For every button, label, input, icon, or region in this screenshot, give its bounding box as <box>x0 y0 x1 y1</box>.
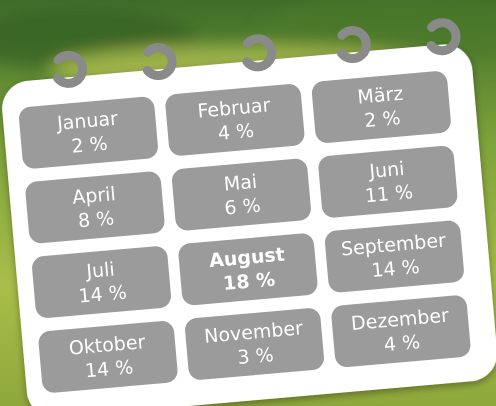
month-cell <box>331 295 471 368</box>
month-cell <box>19 96 158 169</box>
month-value: 4 % <box>383 331 421 356</box>
month-value: 14 % <box>78 282 128 308</box>
month-name: April <box>71 183 116 209</box>
month-cell <box>185 308 324 380</box>
month-value: 18 % <box>222 269 276 295</box>
month-value: 14 % <box>371 256 421 282</box>
month-cell <box>172 158 311 231</box>
month-cell <box>318 145 458 218</box>
month-cell <box>165 84 305 156</box>
month-cell <box>311 71 451 143</box>
ring <box>142 43 177 80</box>
month-name: Juni <box>368 158 406 183</box>
month-value: 8 % <box>77 207 115 232</box>
month-cell <box>38 321 178 393</box>
month-value: 3 % <box>237 344 275 369</box>
month-name: Mai <box>223 171 258 196</box>
month-name: Juli <box>85 258 116 282</box>
month-value: 2 % <box>363 107 401 132</box>
ring <box>242 34 277 72</box>
ring <box>53 50 87 88</box>
rings <box>53 18 461 88</box>
month-cell <box>25 171 165 244</box>
month-name: Januar <box>55 108 119 135</box>
ring <box>337 26 371 64</box>
month-cell <box>32 246 171 318</box>
month-value: 6 % <box>224 195 262 220</box>
month-name: März <box>357 83 405 109</box>
month-value: 14 % <box>84 356 134 382</box>
month-value: 4 % <box>217 120 255 145</box>
month-value: 11 % <box>364 181 414 207</box>
month-cell <box>178 233 318 306</box>
ring <box>426 18 461 56</box>
month-cell <box>324 220 464 293</box>
month-value: 2 % <box>71 133 109 158</box>
